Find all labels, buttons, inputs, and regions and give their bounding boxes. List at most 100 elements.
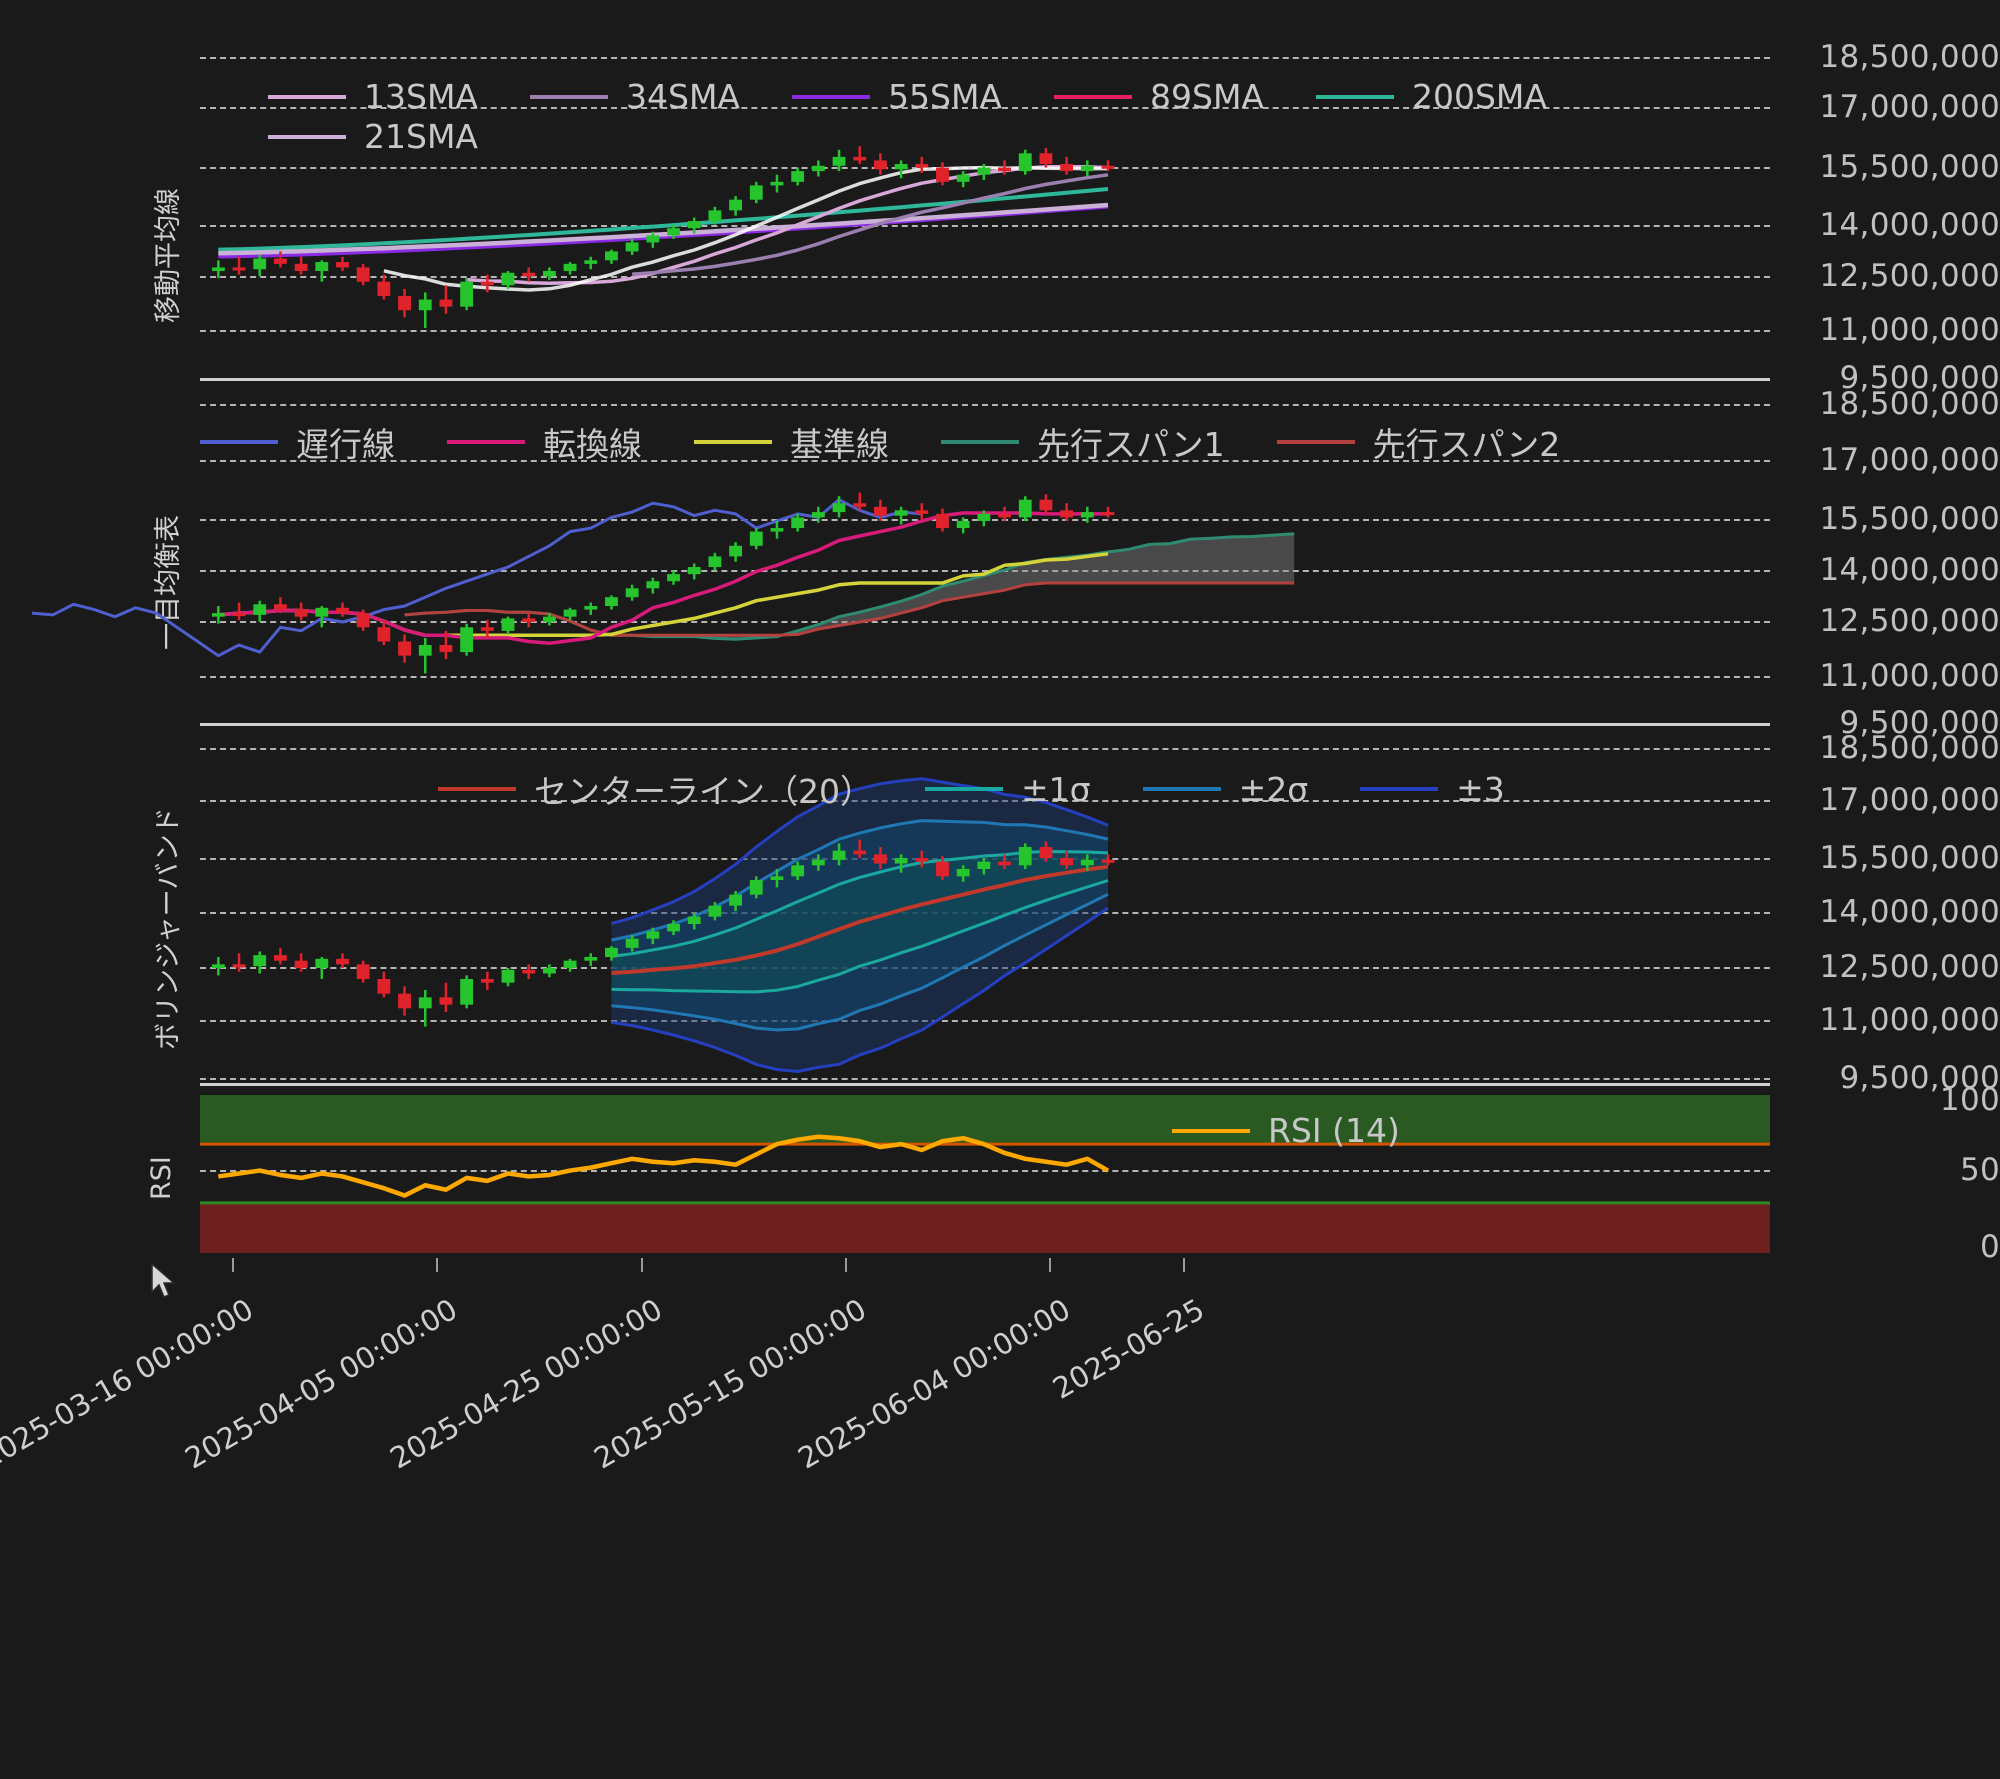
candlestick — [625, 935, 639, 952]
candlestick — [894, 160, 908, 179]
candlestick — [522, 964, 536, 979]
legend-label: 200SMA — [1412, 77, 1547, 116]
candlestick — [398, 288, 411, 318]
y-axis-tick-label: 0 — [1979, 1229, 2000, 1265]
candlestick — [915, 850, 929, 868]
y-axis-tick-label: 9,500,000 — [1839, 1060, 2000, 1096]
x-axis-tick — [1049, 1258, 1051, 1272]
candlestick — [998, 506, 1011, 521]
gridline — [200, 723, 1770, 725]
candlestick — [418, 990, 432, 1027]
candlestick — [956, 171, 970, 188]
series-200sma — [218, 202, 1109, 256]
gridline — [200, 330, 1770, 332]
candlestick — [853, 146, 867, 164]
legend-item-±1σ[interactable]: ±1σ — [925, 770, 1143, 809]
candlestick — [791, 513, 805, 532]
bollinger-lower-2 — [611, 892, 1109, 1032]
candlestick — [894, 854, 908, 873]
series-34sma — [631, 173, 1109, 276]
legend-item-89SMA[interactable]: 89SMA — [1054, 77, 1316, 116]
candlestick — [274, 597, 287, 614]
candlestick — [770, 174, 784, 193]
candlestick — [501, 968, 515, 987]
candlestick — [832, 496, 846, 518]
candlestick — [501, 616, 515, 635]
candlestick — [874, 153, 887, 175]
legend-item-21SMA[interactable]: 21SMA — [268, 117, 530, 156]
legend-swatch-icon — [268, 134, 346, 139]
y-axis-tick-label: 9,500,000 — [1839, 360, 2000, 396]
candlestick — [542, 964, 556, 978]
candlestick — [811, 854, 825, 871]
candlestick — [356, 263, 370, 286]
gridline — [200, 1020, 1770, 1022]
candlestick — [294, 256, 308, 275]
legend-item-基準線[interactable]: 基準線 — [694, 418, 941, 466]
candlestick — [232, 953, 246, 972]
legend-item-センターライン（20）[interactable]: センターライン（20） — [438, 765, 925, 813]
gridline — [200, 57, 1770, 59]
candlestick — [832, 149, 846, 172]
legend-label: 13SMA — [364, 77, 478, 116]
y-axis-tick-label: 12,500,000 — [1819, 603, 2000, 639]
legend-item-転換線[interactable]: 転換線 — [447, 418, 694, 466]
candlestick — [439, 630, 453, 660]
legend-label: 21SMA — [364, 117, 478, 156]
candlestick — [729, 891, 742, 912]
gridline — [200, 748, 1770, 750]
x-axis-tick — [232, 1258, 234, 1272]
legend-item-34SMA[interactable]: 34SMA — [530, 77, 792, 116]
y-axis-tick-label: 15,500,000 — [1819, 840, 2000, 876]
gridline — [200, 107, 1770, 109]
legend-ichimoku: 遅行線 転換線 基準線 先行スパン1 先行スパン2 — [200, 418, 1612, 466]
legend-label: 遅行線 — [296, 425, 395, 464]
gridline — [200, 570, 1770, 572]
candlestick — [605, 946, 618, 961]
x-axis-tick — [641, 1258, 643, 1272]
candlestick — [956, 517, 970, 534]
candlestick — [232, 602, 246, 621]
candlestick — [439, 982, 453, 1012]
legend-item-±3[interactable]: ±3 — [1360, 770, 1557, 809]
candlestick — [625, 238, 639, 255]
candlestick — [956, 865, 970, 882]
candlestick — [1039, 494, 1053, 514]
legend-item-RSI (14)[interactable]: RSI (14) — [1172, 1111, 1452, 1150]
candlestick — [460, 975, 474, 1009]
y-axis-tick-label: 11,000,000 — [1819, 1002, 2000, 1038]
legend-label: 転換線 — [543, 425, 642, 464]
candlestick — [584, 953, 598, 967]
legend-item-55SMA[interactable]: 55SMA — [792, 77, 1054, 116]
legend-item-遅行線[interactable]: 遅行線 — [200, 418, 447, 466]
y-axis-tick-label: 14,000,000 — [1819, 207, 2000, 243]
y-axis-tick-label: 14,000,000 — [1819, 552, 2000, 588]
candlestick — [253, 951, 267, 974]
legend-item-先行スパン2[interactable]: 先行スパン2 — [1276, 418, 1613, 466]
candlestick — [770, 520, 784, 539]
candlestick — [915, 156, 929, 173]
candlestick — [625, 584, 639, 601]
candlestick — [853, 839, 867, 858]
legend-label: ±3 — [1456, 769, 1505, 809]
legend-item-13SMA[interactable]: 13SMA — [268, 77, 530, 116]
legend-swatch-icon — [438, 787, 516, 791]
candlestick — [646, 231, 660, 248]
candlestick — [356, 609, 370, 631]
y-axis-tick-label: 11,000,000 — [1819, 658, 2000, 694]
candlestick — [770, 869, 784, 888]
candlestick — [729, 196, 742, 216]
legend-item-±2σ[interactable]: ±2σ — [1142, 770, 1361, 809]
legend-item-200SMA[interactable]: 200SMA — [1316, 77, 1599, 116]
legend-swatch-icon — [200, 440, 278, 444]
legend-item-先行スパン1[interactable]: 先行スパン1 — [941, 418, 1277, 466]
candlestick — [791, 167, 805, 186]
candlestick — [418, 637, 432, 674]
y-axis-tick-label: 12,500,000 — [1819, 949, 2000, 985]
gridline — [200, 676, 1770, 678]
candlestick — [460, 278, 474, 311]
candlestick — [708, 552, 722, 571]
